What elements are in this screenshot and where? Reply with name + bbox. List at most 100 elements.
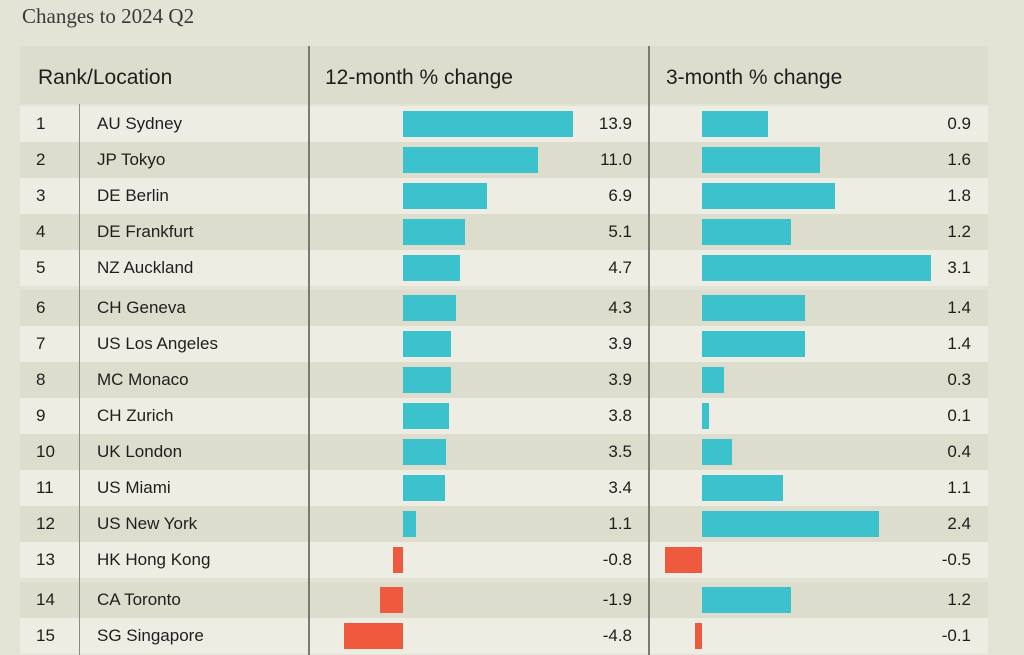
location-label: UK London — [97, 442, 183, 461]
bar-3-month — [702, 183, 835, 209]
rank-label: 5 — [36, 258, 46, 277]
bar-3-month — [694, 623, 702, 649]
table-row: 15 SG Singapore -4.8 -0.1 — [20, 618, 988, 654]
value-12-month: -0.8 — [602, 550, 632, 569]
rank-label: 6 — [36, 298, 46, 317]
rank-label: 4 — [36, 222, 46, 241]
value-12-month: 3.5 — [608, 442, 632, 461]
value-12-month: -4.8 — [602, 626, 632, 645]
value-12-month: 4.3 — [608, 298, 632, 317]
value-12-month: 3.4 — [608, 478, 632, 497]
value-12-month: 3.8 — [608, 406, 632, 425]
table-header: Rank/Location 12-month % change 3-month … — [20, 46, 988, 104]
value-3-month: 0.1 — [947, 406, 971, 425]
table-row: 5 NZ Auckland 4.7 3.1 — [20, 250, 988, 286]
value-12-month: 6.9 — [608, 186, 632, 205]
bar-3-month — [702, 295, 806, 321]
bar-3-month — [702, 367, 725, 393]
value-12-month: 13.9 — [598, 114, 632, 133]
value-3-month: -0.5 — [941, 550, 971, 569]
location-label: DE Berlin — [97, 186, 169, 205]
table-row: 1 AU Sydney 13.9 0.9 — [20, 106, 988, 142]
value-12-month: 4.7 — [608, 258, 632, 277]
rank-label: 14 — [36, 590, 55, 609]
bar-3-month — [702, 219, 791, 245]
table-row: 6 CH Geneva 4.3 1.4 — [20, 290, 988, 326]
bar-3-month — [702, 403, 710, 429]
location-label: CH Zurich — [97, 406, 174, 425]
location-label: HK Hong Kong — [97, 550, 211, 569]
bar-3-month — [702, 255, 931, 281]
location-label: US New York — [97, 514, 198, 533]
divider-rank — [79, 104, 80, 655]
rank-label: 8 — [36, 370, 46, 389]
header-3-month: 3-month % change — [666, 66, 843, 89]
value-3-month: 1.2 — [947, 590, 971, 609]
table-row: 2 JP Tokyo 11.0 1.6 — [20, 142, 988, 178]
bar-3-month — [702, 439, 732, 465]
value-3-month: 0.4 — [947, 442, 971, 461]
bar-12-month — [403, 111, 573, 137]
bar-3-month — [702, 511, 880, 537]
bar-12-month — [403, 255, 461, 281]
bar-12-month — [403, 511, 417, 537]
location-label: CH Geneva — [97, 298, 186, 317]
rank-label: 15 — [36, 626, 55, 645]
rank-label: 10 — [36, 442, 55, 461]
value-3-month: 0.3 — [947, 370, 971, 389]
bar-12-month — [403, 295, 456, 321]
table-row: 14 CA Toronto -1.9 1.2 — [20, 582, 988, 618]
chart-title: Changes to 2024 Q2 — [22, 4, 195, 28]
divider-12-month — [308, 46, 310, 655]
location-label: AU Sydney — [97, 114, 183, 133]
bar-12-month — [403, 183, 488, 209]
value-12-month: 3.9 — [608, 370, 632, 389]
table-row: 9 CH Zurich 3.8 0.1 — [20, 398, 988, 434]
bar-3-month — [702, 111, 769, 137]
value-3-month: 1.8 — [947, 186, 971, 205]
divider-3-month — [648, 46, 650, 655]
table-row: 11 US Miami 3.4 1.1 — [20, 470, 988, 506]
bar-3-month — [702, 475, 784, 501]
header-12-month: 12-month % change — [325, 66, 513, 89]
bar-12-month — [379, 587, 403, 613]
table-row: 13 HK Hong Kong -0.8 -0.5 — [20, 542, 988, 578]
value-3-month: 0.9 — [947, 114, 971, 133]
bar-12-month — [403, 475, 445, 501]
location-label: NZ Auckland — [97, 258, 194, 277]
location-label: CA Toronto — [97, 590, 181, 609]
bar-12-month — [344, 623, 403, 649]
value-12-month: 1.1 — [608, 514, 632, 533]
rank-label: 1 — [36, 114, 46, 133]
bar-12-month — [403, 367, 451, 393]
ranking-table: Rank/Location 12-month % change 3-month … — [20, 46, 988, 655]
value-12-month: 5.1 — [608, 222, 632, 241]
value-3-month: 1.6 — [947, 150, 971, 169]
table-row: 10 UK London 3.5 0.4 — [20, 434, 988, 470]
bar-12-month — [403, 219, 466, 245]
bar-3-month — [665, 547, 702, 573]
value-12-month: -1.9 — [602, 590, 632, 609]
location-label: JP Tokyo — [97, 150, 166, 169]
value-3-month: 3.1 — [947, 258, 971, 277]
location-label: SG Singapore — [97, 626, 204, 645]
table-row: 7 US Los Angeles 3.9 1.4 — [20, 326, 988, 362]
value-3-month: 1.2 — [947, 222, 971, 241]
bar-12-month — [403, 331, 451, 357]
value-3-month: 1.4 — [947, 298, 971, 317]
value-3-month: 1.1 — [947, 478, 971, 497]
location-label: US Miami — [97, 478, 171, 497]
bar-3-month — [702, 587, 791, 613]
bar-3-month — [702, 331, 806, 357]
table-row: 3 DE Berlin 6.9 1.8 — [20, 178, 988, 214]
rank-label: 3 — [36, 186, 46, 205]
rank-label: 12 — [36, 514, 55, 533]
table-row: 4 DE Frankfurt 5.1 1.2 — [20, 214, 988, 250]
value-12-month: 11.0 — [600, 150, 632, 169]
value-3-month: -0.1 — [941, 626, 971, 645]
value-3-month: 2.4 — [947, 514, 971, 533]
rank-label: 13 — [36, 550, 55, 569]
table-row: 8 MC Monaco 3.9 0.3 — [20, 362, 988, 398]
table-row: 12 US New York 1.1 2.4 — [20, 506, 988, 542]
rank-label: 2 — [36, 150, 46, 169]
